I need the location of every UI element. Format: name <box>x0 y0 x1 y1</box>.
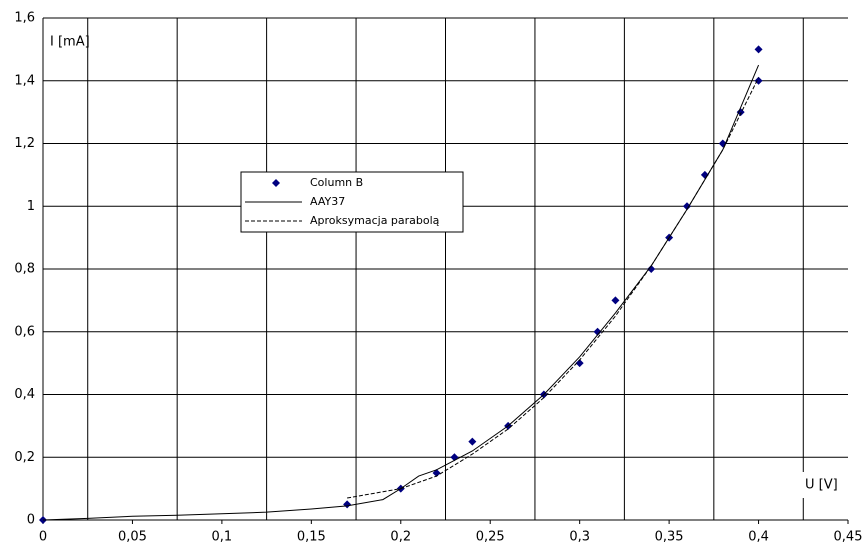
y-tick-label: 1,2 <box>14 136 35 151</box>
legend: Column B AAY37 Aproksymacja parabolą <box>240 171 464 233</box>
y-tick-label: 0,2 <box>14 450 35 465</box>
line <box>42 64 760 521</box>
grid <box>42 17 849 524</box>
x-tick-label: 0,1 <box>212 530 233 545</box>
marker <box>343 500 352 509</box>
marker <box>468 437 477 446</box>
y-axis-label: I [mA] <box>50 35 90 50</box>
x-tick-label: 0,2 <box>390 530 411 545</box>
x-tick-label: 0,45 <box>834 530 863 545</box>
x-label-bg <box>800 472 848 498</box>
x-tick-label: 0,35 <box>655 530 684 545</box>
marker <box>683 202 691 211</box>
x-tick-label: 0,3 <box>569 530 590 545</box>
x-tick-label: 0,15 <box>297 530 326 545</box>
x-tick-label: 0,25 <box>476 530 505 545</box>
legend-label: Aproksymacja parabolą <box>310 214 440 227</box>
line <box>347 77 760 499</box>
x-tick-label: 0 <box>39 530 47 545</box>
y-tick-label: 0 <box>27 513 35 528</box>
legend-label: Column B <box>310 176 363 189</box>
marker <box>272 179 280 187</box>
y-tick-label: 0,8 <box>14 262 35 277</box>
y-tick-label: 0,4 <box>14 387 35 402</box>
marker <box>754 45 763 54</box>
y-tick-label: 1,4 <box>14 73 35 88</box>
y-tick-label: 1 <box>27 199 35 214</box>
y-tick-label: 1,6 <box>14 11 35 26</box>
y-tick-label: 0,6 <box>14 324 35 339</box>
legend-label: AAY37 <box>310 195 345 208</box>
marker <box>647 265 656 273</box>
series <box>39 45 763 524</box>
x-tick-label: 0,05 <box>118 530 147 545</box>
x-axis-label: U [V] <box>805 478 838 493</box>
marker <box>593 327 602 336</box>
marker <box>575 359 584 368</box>
marker <box>611 296 620 305</box>
x-tick-label: 0,4 <box>748 530 769 545</box>
